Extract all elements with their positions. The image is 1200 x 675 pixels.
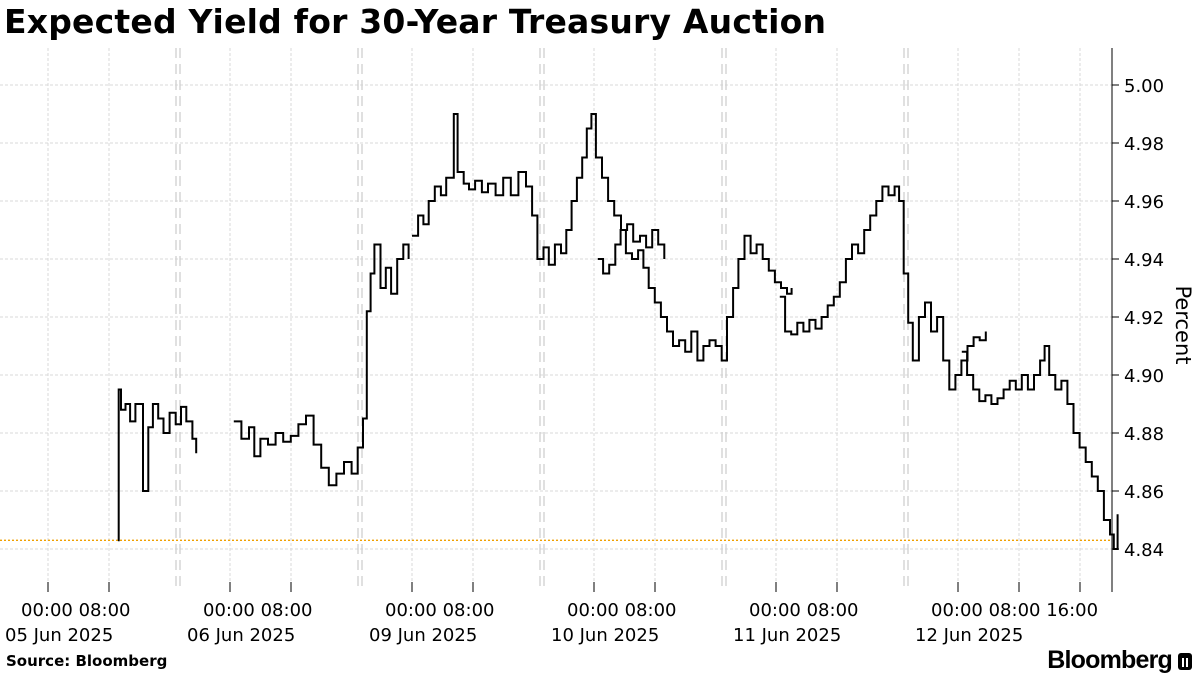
- x-date-label: 12 Jun 2025: [915, 625, 1023, 646]
- x-tick-label: 00:00 08:00: [385, 600, 494, 621]
- y-axis: 4.84 4.86 4.88 4.90 4.92 4.94 4.96 4.98 5.00: [1111, 48, 1164, 592]
- grid: [0, 48, 1112, 592]
- y-tick-label: 5.00: [1124, 76, 1164, 97]
- series-line-segment: [597, 229, 793, 362]
- x-tick-label: 00:00 08:00: [21, 600, 130, 621]
- y-axis-label: Percent: [1171, 285, 1195, 364]
- y-tick-label: 4.88: [1124, 424, 1164, 445]
- brand-name: Bloomberg: [1047, 646, 1173, 674]
- x-date-label: 09 Jun 2025: [369, 625, 477, 646]
- series: [117, 113, 1119, 550]
- x-date-label: 05 Jun 2025: [5, 625, 113, 646]
- series-line-segment: [233, 243, 410, 487]
- y-tick-label: 4.94: [1124, 250, 1164, 271]
- y-tick-label: 4.84: [1124, 540, 1164, 561]
- x-tick-label: 00:00 08:00: [567, 600, 676, 621]
- source-note: Source: Bloomberg: [6, 652, 168, 670]
- x-tick-label: 00:00 08:00 16:00: [931, 600, 1098, 621]
- series-line-segment: [779, 185, 987, 391]
- x-axis: 00:00 08:00 05 Jun 2025 00:00 08:00 06 Jun …: [5, 582, 1098, 646]
- y-tick-label: 4.90: [1124, 366, 1164, 387]
- y-tick-label: 4.92: [1124, 308, 1164, 329]
- x-date-label: 10 Jun 2025: [551, 625, 659, 646]
- x-tick-label: 00:00 08:00: [203, 600, 312, 621]
- chart-title: Expected Yield for 30-Year Treasury Auct…: [4, 2, 827, 41]
- x-date-label: 11 Jun 2025: [733, 625, 841, 646]
- brand-logo: Bloomberg: [1047, 646, 1192, 675]
- y-tick-label: 4.86: [1124, 482, 1164, 503]
- series-line-segment: [117, 388, 198, 542]
- series-line-segment: [961, 345, 1119, 550]
- y-tick-label: 4.96: [1124, 192, 1164, 213]
- x-date-label: 06 Jun 2025: [187, 625, 295, 646]
- x-tick-label: 00:00 08:00: [749, 600, 858, 621]
- y-tick-label: 4.98: [1124, 134, 1164, 155]
- day-dividers: [175, 48, 909, 592]
- bloomberg-terminal-icon: [1178, 653, 1192, 670]
